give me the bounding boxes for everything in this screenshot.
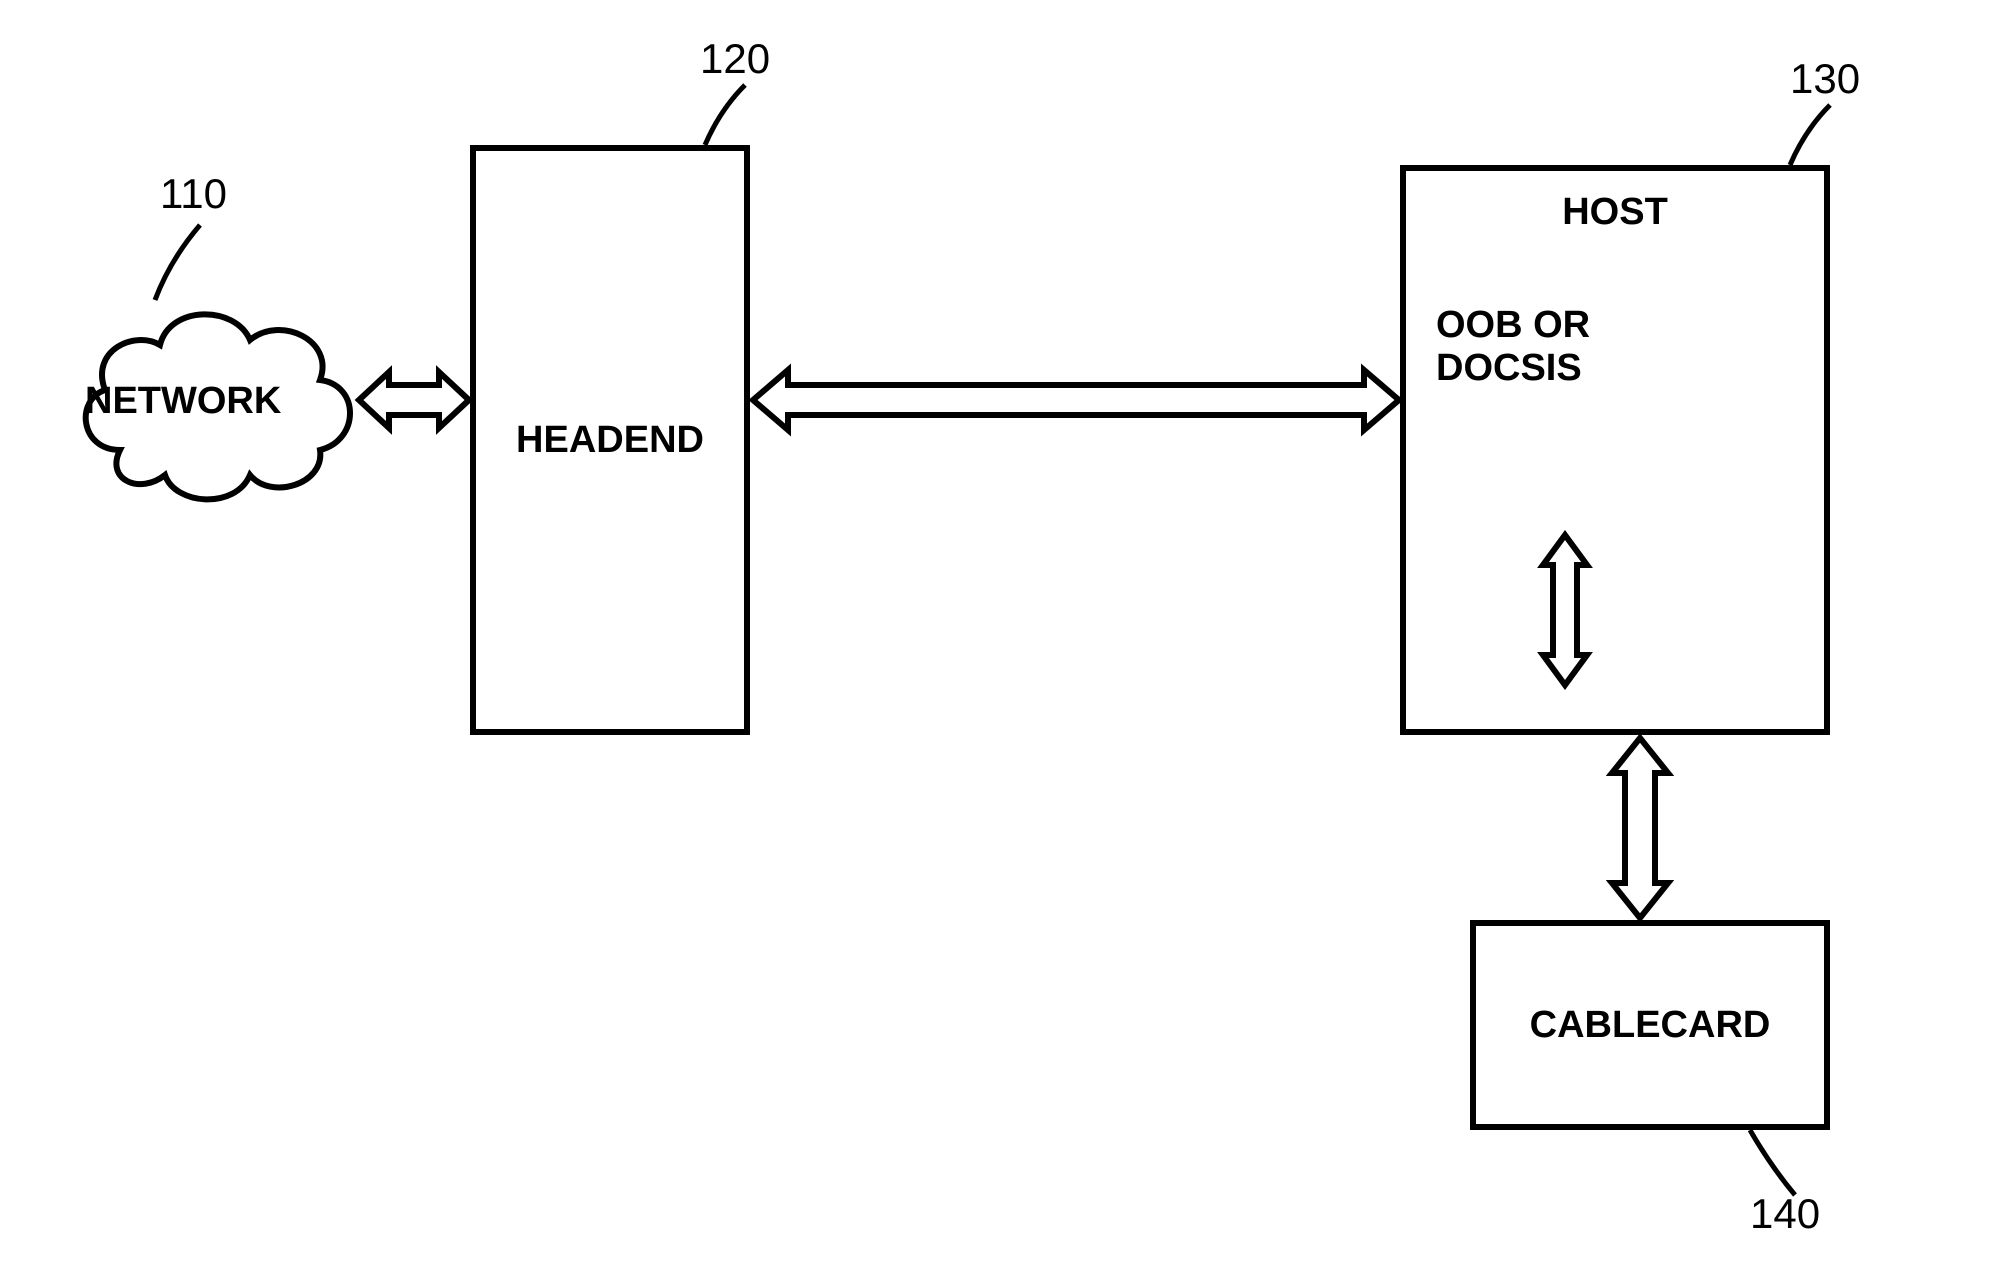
arrow-network-headend (354, 360, 474, 440)
arrow-host-internal (1535, 530, 1595, 690)
arrow-headend-host (748, 360, 1404, 440)
leader-110 (0, 0, 1989, 1270)
block-diagram: NETWORK HEADEND HOST OOB OR DOCSIS CABLE… (0, 0, 1989, 1270)
arrow-host-cablecard (1600, 733, 1680, 923)
